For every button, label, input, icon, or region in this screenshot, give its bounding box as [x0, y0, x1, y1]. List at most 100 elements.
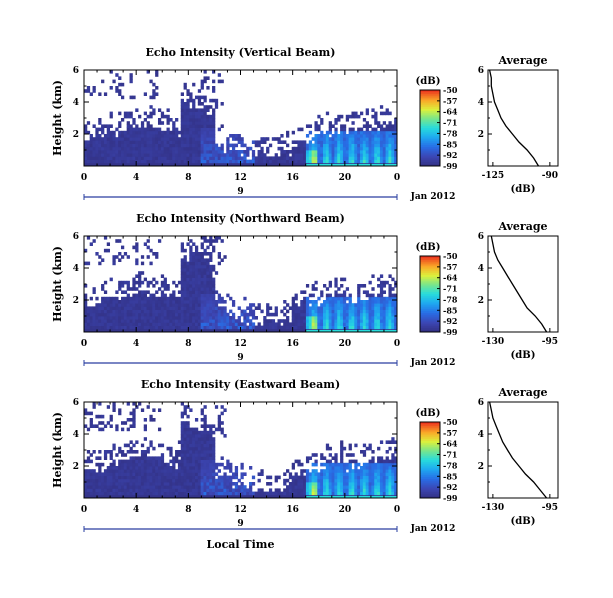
average-panel: Average 2 4 6 -130 -95 (dB): [478, 220, 559, 361]
ground-echo: [305, 496, 397, 498]
colorbar-tick-label: -71: [443, 450, 457, 460]
x-tick-label: 12: [234, 173, 247, 183]
y-tick-label: 6: [73, 232, 79, 242]
average-y-tick-label: 2: [478, 296, 484, 306]
average-panel: Average 2 4 6 -125 -90 (dB): [478, 54, 559, 195]
x-tick-label: 4: [133, 173, 139, 183]
colorbar-tick-label: -64: [443, 439, 458, 449]
average-x-tick-label: -130: [482, 337, 505, 347]
colorbar: -50-57-64-71-78-85-92-99: [419, 85, 458, 171]
colorbar-tick-label: -50: [443, 85, 458, 95]
y-axis-label: Height (km): [51, 80, 64, 156]
colorbar-tick-label: -50: [443, 251, 458, 261]
average-x-label: (dB): [511, 350, 536, 361]
x-tick-label: 8: [185, 339, 191, 349]
average-y-tick-label: 2: [478, 462, 484, 472]
x-tick-label: 8: [185, 173, 191, 183]
x-tick-label: 0: [394, 339, 400, 349]
colorbar-tick-label: -71: [443, 118, 457, 128]
y-tick-label: 6: [73, 398, 79, 408]
average-profile-line: [490, 235, 548, 333]
average-y-tick-label: 6: [478, 66, 484, 76]
panel-1: Echo Intensity (Vertical Beam) 0 4 8 12 16 20 0…: [51, 46, 559, 202]
colorbar-tick-label: -78: [443, 128, 458, 138]
x-tick-label: 0: [394, 173, 400, 183]
y-tick-label: 2: [73, 462, 79, 472]
ground-echo: [305, 164, 397, 166]
average-x-tick-label: -95: [542, 337, 558, 347]
x-tick-label: 8: [185, 505, 191, 515]
panel-title: Echo Intensity (Northward Beam): [136, 212, 345, 225]
average-x-tick-label: -90: [542, 171, 558, 181]
y-tick-label: 2: [73, 130, 79, 140]
colorbar-tick-label: -85: [443, 471, 457, 481]
x-tick-label: 16: [286, 339, 299, 349]
colorbar-tick-label: -71: [443, 284, 457, 294]
date-label: Jan 2012: [410, 358, 456, 368]
date-label: Jan 2012: [410, 524, 456, 534]
x-tick-label: 12: [234, 505, 247, 515]
x-tick-label: 20: [339, 173, 352, 183]
colorbar-tick-label: -64: [443, 107, 458, 117]
y-tick-label: 2: [73, 296, 79, 306]
panel-title: Echo Intensity (Eastward Beam): [141, 378, 340, 391]
average-y-tick-label: 6: [478, 232, 484, 242]
average-x-tick-label: -95: [542, 503, 558, 513]
x-tick-label: 4: [133, 339, 139, 349]
colorbar: -50-57-64-71-78-85-92-99: [419, 417, 458, 503]
x-tick-label: 16: [286, 173, 299, 183]
y-tick-label: 4: [73, 430, 79, 440]
date-day-label: 9: [237, 519, 243, 529]
average-y-tick-label: 4: [478, 98, 484, 108]
average-title: Average: [497, 220, 547, 233]
average-x-tick-label: -125: [482, 171, 505, 181]
date-day-label: 9: [237, 353, 243, 363]
average-panel: Average 2 4 6 -130 -95 (dB): [478, 386, 559, 527]
average-title: Average: [497, 54, 547, 67]
colorbar-tick-label: -85: [443, 305, 457, 315]
colorbar-tick-label: -78: [443, 460, 458, 470]
x-tick-label: 4: [133, 505, 139, 515]
date-day-label: 9: [237, 187, 243, 197]
y-tick-label: 4: [73, 98, 79, 108]
panel-2: Echo Intensity (Northward Beam)0 4 8 12 16 20…: [51, 212, 559, 368]
average-y-tick-label: 2: [478, 130, 484, 140]
colorbar-frame: [419, 89, 441, 167]
colorbar-tick-label: -92: [443, 150, 457, 160]
colorbar-tick-label: -57: [443, 262, 457, 272]
colorbar-tick-label: -85: [443, 139, 457, 149]
average-x-tick-label: -130: [482, 503, 505, 513]
average-x-label: (dB): [511, 516, 536, 527]
colorbar-tick-label: -64: [443, 273, 458, 283]
average-title: Average: [497, 386, 547, 399]
average-y-tick-label: 4: [478, 430, 484, 440]
y-axis-label: Height (km): [51, 246, 64, 322]
colorbar: -50-57-64-71-78-85-92-99: [419, 251, 458, 337]
colorbar-tick-label: -99: [443, 161, 458, 171]
average-x-label: (dB): [511, 184, 536, 195]
x-tick-label: 16: [286, 505, 299, 515]
average-y-tick-label: 6: [478, 398, 484, 408]
average-frame: [487, 69, 559, 167]
x-tick-label: 12: [234, 339, 247, 349]
colorbar-tick-label: -57: [443, 428, 457, 438]
heatmap-cells: [84, 402, 398, 499]
ground-echo: [305, 330, 397, 332]
colorbar-unit: (dB): [416, 408, 441, 419]
panel-3: Echo Intensity (Eastward Beam) 0 4 8 12 16 20 0…: [51, 378, 559, 534]
date-label: Jan 2012: [410, 192, 456, 202]
colorbar-tick-label: -92: [443, 482, 457, 492]
y-tick-label: 6: [73, 66, 79, 76]
average-frame: [487, 401, 559, 499]
x-tick-label: 20: [339, 339, 352, 349]
colorbar-frame: [419, 255, 441, 333]
colorbar-tick-label: -99: [443, 493, 458, 503]
x-tick-label: 0: [81, 173, 87, 183]
colorbar-tick-label: -92: [443, 316, 457, 326]
average-profile-line: [488, 69, 540, 167]
colorbar-unit: (dB): [416, 76, 441, 87]
x-tick-label: 0: [81, 339, 87, 349]
heatmap-cells: [84, 70, 398, 167]
average-frame: [487, 235, 559, 333]
